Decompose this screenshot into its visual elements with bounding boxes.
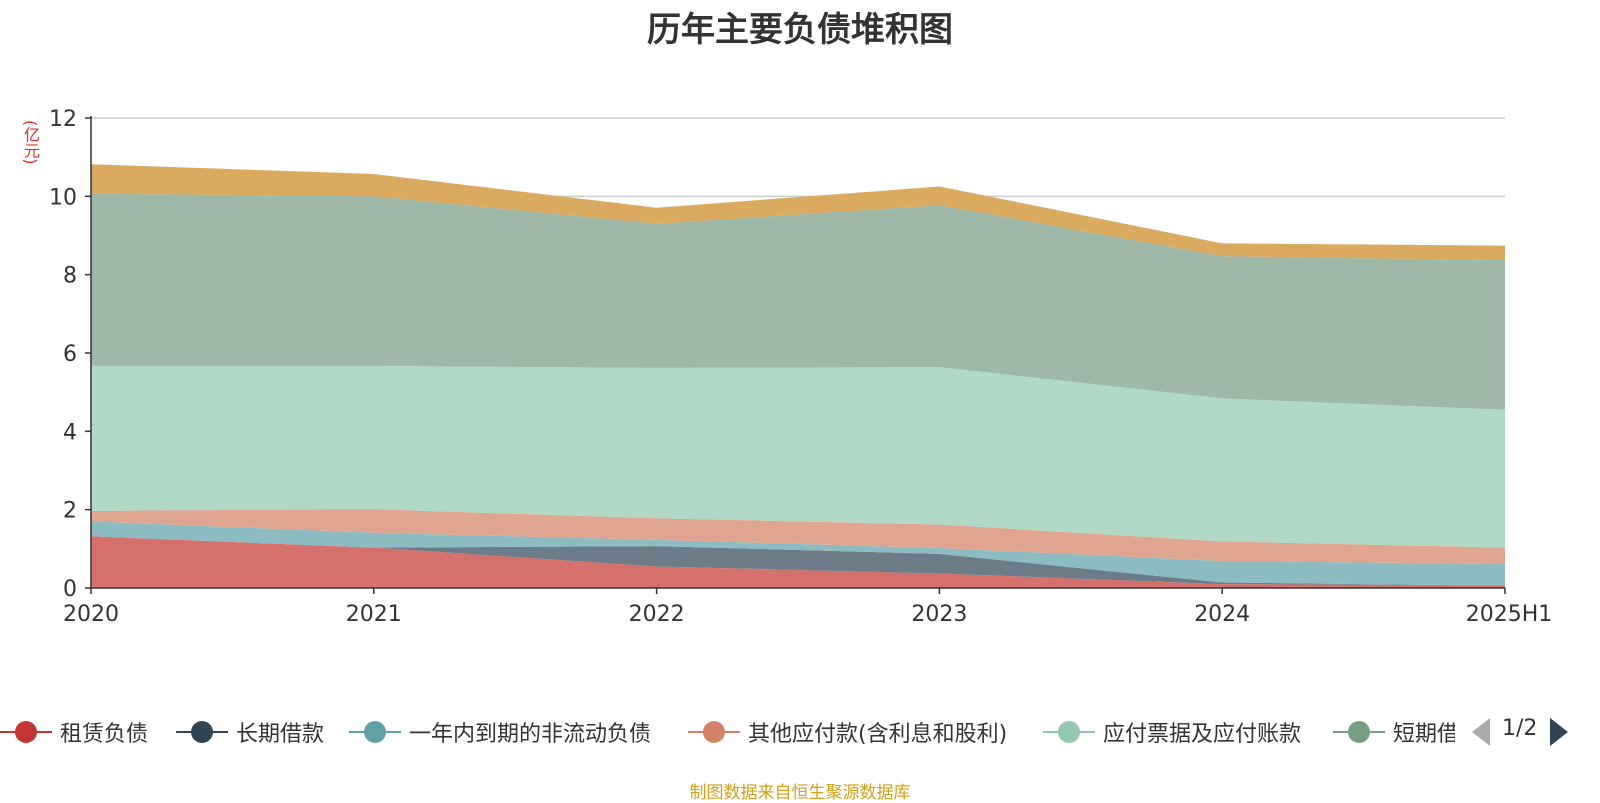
legend-item[interactable]: 长期借款: [176, 712, 324, 752]
legend-swatch-icon: [1333, 719, 1385, 745]
legend-label: 一年内到期的非流动负债: [409, 722, 652, 747]
legend-label: 短期借款: [1393, 722, 1455, 747]
stacked-areas: [91, 164, 1505, 588]
area-chart: 0 2 4 6 8 10 12 2020 2021 2022 2023 2024 2025H1: [49, 107, 1552, 627]
legend-label: 应付票据及应付账款: [1103, 722, 1302, 747]
y-tick-label: 0: [63, 577, 77, 602]
legend-swatch-icon: [0, 719, 52, 745]
x-tick-label: 2021: [346, 602, 402, 627]
x-tick-label: 2023: [911, 602, 967, 627]
axes: 0 2 4 6 8 10 12 2020 2021 2022 2023 2024 2025H1: [49, 107, 1552, 627]
y-tick-label: 4: [63, 420, 77, 445]
x-tick-label: 2022: [629, 602, 685, 627]
source-note: 制图数据来自恒生聚源数据库: [689, 783, 911, 803]
y-tick-label: 12: [49, 107, 77, 132]
legend-page-indicator: 1/2: [1502, 716, 1538, 741]
legend-item[interactable]: 应付票据及应付账款: [1043, 712, 1301, 752]
legend-item[interactable]: 其他应付款(含利息和股利): [688, 712, 1007, 752]
legend-item[interactable]: 租赁负债: [0, 712, 148, 752]
y-axis-unit-label: (亿元): [21, 120, 40, 165]
x-tick-label: 2025H1: [1466, 602, 1553, 627]
legend-label: 长期借款: [236, 722, 325, 747]
legend-items: 租赁负债 长期借款 一年内到期的非流动负债 其他应付款(含利息和股利) 应付票据及应付账…: [0, 712, 1455, 752]
area-series-0: [91, 536, 1505, 588]
legend-swatch-icon: [1043, 719, 1095, 745]
area-series-1: [91, 536, 1505, 586]
legend-swatch-icon: [349, 719, 401, 745]
y-tick-label: 2: [63, 499, 77, 524]
legend-prev-page-icon[interactable]: [1472, 718, 1490, 746]
x-tick-label: 2024: [1194, 602, 1250, 627]
y-tick-label: 10: [49, 185, 77, 210]
legend-swatch-icon: [688, 719, 740, 745]
legend-next-page-icon[interactable]: [1550, 718, 1568, 746]
area-series-2: [91, 521, 1505, 586]
legend: 租赁负债 长期借款 一年内到期的非流动负债 其他应付款(含利息和股利) 应付票据及应付账…: [0, 712, 1600, 752]
legend-pager: 1/2: [1460, 712, 1600, 752]
legend-item[interactable]: 一年内到期的非流动负债: [349, 712, 651, 752]
legend-item[interactable]: 短期借款: [1333, 712, 1455, 752]
area-series-3: [91, 509, 1505, 565]
x-tick-label: 2020: [63, 602, 119, 627]
area-series-4: [91, 365, 1505, 548]
legend-label: 其他应付款(含利息和股利): [748, 722, 1008, 747]
legend-label: 租赁负债: [60, 722, 149, 747]
y-tick-label: 8: [63, 264, 77, 289]
y-tick-label: 6: [63, 342, 77, 367]
area-series-6: [91, 164, 1505, 261]
chart-title: 历年主要负债堆积图: [647, 10, 953, 50]
legend-swatch-icon: [176, 719, 228, 745]
area-series-5: [91, 193, 1505, 410]
